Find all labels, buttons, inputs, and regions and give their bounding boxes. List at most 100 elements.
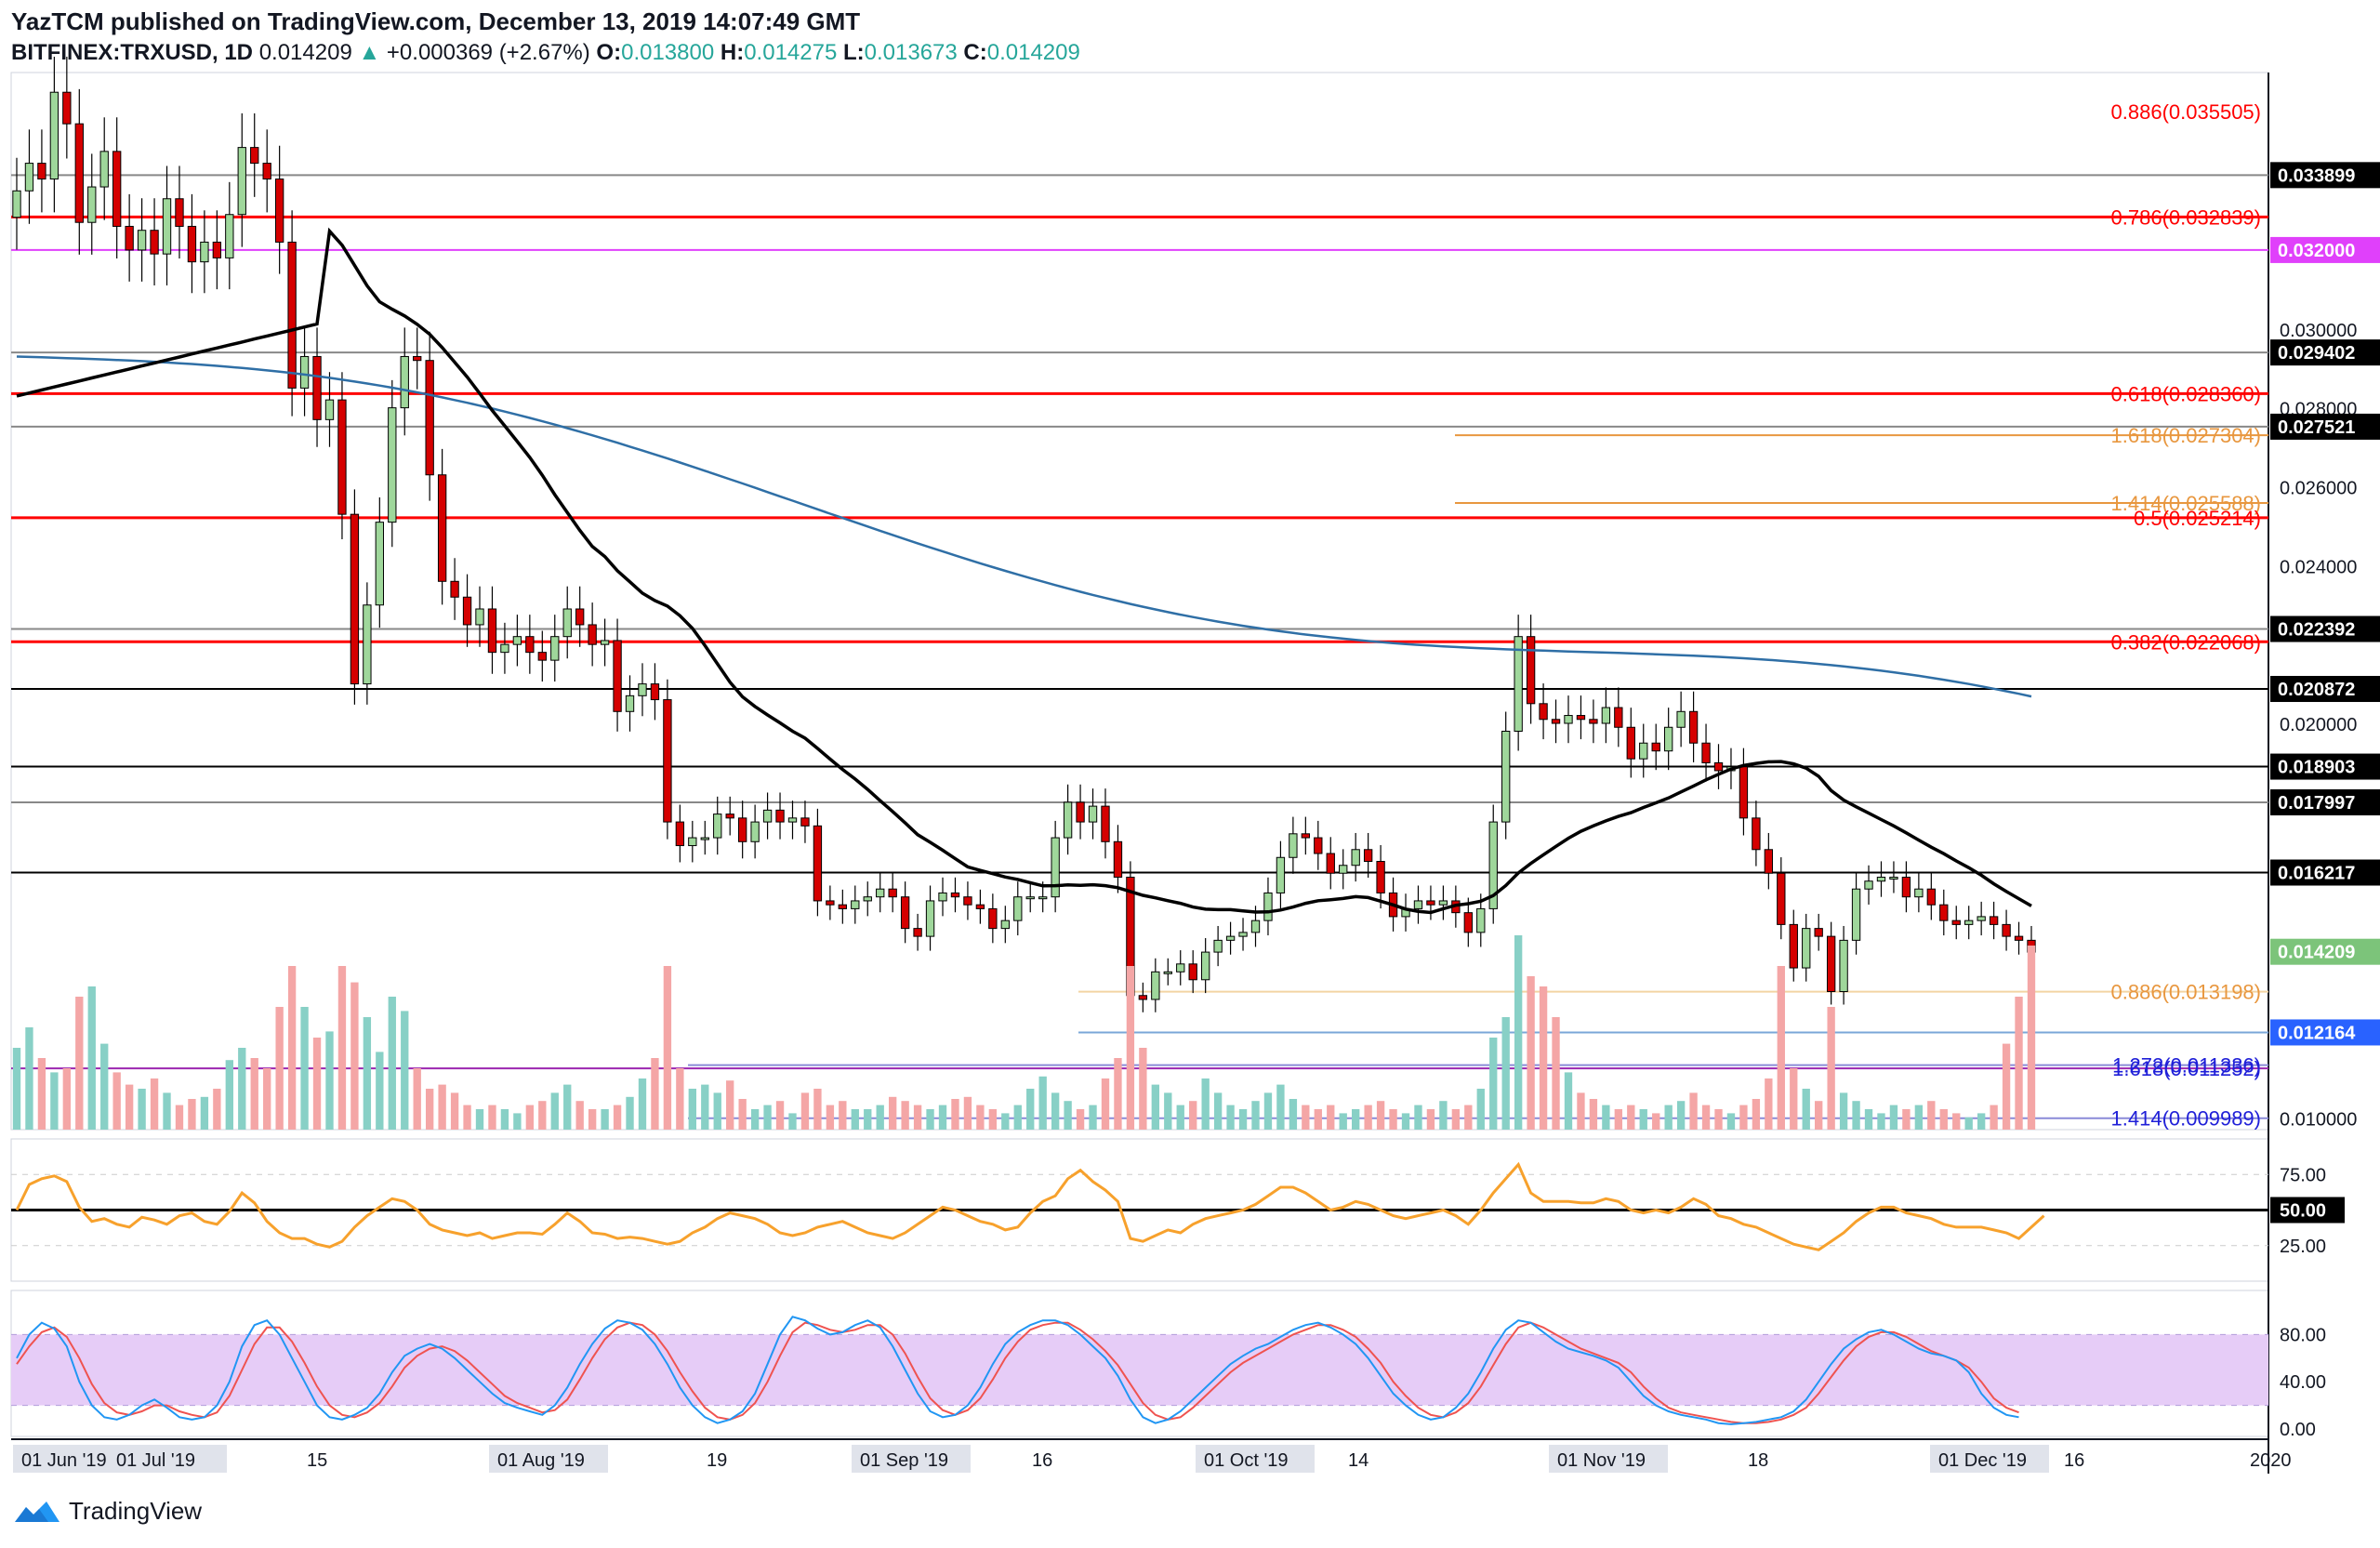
volume-bar bbox=[651, 1058, 659, 1130]
volume-bar bbox=[350, 982, 359, 1130]
volume-bar bbox=[1251, 1101, 1260, 1130]
candle-body bbox=[1889, 876, 1898, 880]
price-label: 0.033899 bbox=[2278, 165, 2355, 186]
volume-bar bbox=[2015, 997, 2023, 1130]
candle-body bbox=[963, 896, 972, 906]
publish-text: YazTCM published on TradingView.com, Dec… bbox=[11, 7, 861, 35]
candle-body bbox=[813, 825, 823, 902]
volume-bar bbox=[100, 1043, 109, 1130]
volume-bar bbox=[1226, 1105, 1235, 1130]
volume-bar bbox=[175, 1105, 184, 1130]
candle-body bbox=[863, 896, 872, 902]
candle-body bbox=[1213, 939, 1223, 953]
candle-body bbox=[74, 123, 84, 223]
candle-body bbox=[938, 892, 947, 902]
candle-body bbox=[150, 230, 159, 255]
volume-bar bbox=[238, 1048, 246, 1130]
volume-bar bbox=[864, 1109, 872, 1130]
volume-bar bbox=[1401, 1113, 1410, 1130]
stoch-band bbox=[11, 1334, 2268, 1406]
volume-bar bbox=[563, 1084, 572, 1130]
volume-bar bbox=[1013, 1105, 1022, 1130]
close-label: C: bbox=[963, 40, 987, 65]
candle-body bbox=[613, 640, 622, 712]
candle-body bbox=[1051, 837, 1060, 898]
rsi-line bbox=[15, 1161, 2045, 1251]
candle-body bbox=[1501, 731, 1511, 823]
candle-body bbox=[487, 608, 497, 654]
stoch-k-line bbox=[16, 1316, 2019, 1425]
volume-bar bbox=[926, 1109, 934, 1130]
candle-body bbox=[826, 900, 835, 906]
price-label-box bbox=[2270, 676, 2380, 703]
volume-bar bbox=[37, 1058, 46, 1130]
volume-bar bbox=[1289, 1099, 1298, 1130]
fib-label: 1.618(0.011252) bbox=[2112, 1057, 2261, 1080]
volume-bar bbox=[1701, 1105, 1711, 1130]
volume-bar bbox=[287, 966, 297, 1130]
volume-bar bbox=[1914, 1105, 1924, 1130]
candle-body bbox=[1476, 907, 1486, 933]
volume-bar bbox=[263, 1068, 271, 1130]
candle-body bbox=[1589, 719, 1598, 724]
candle-body bbox=[1238, 932, 1248, 937]
triangle-up-icon: ▲ bbox=[358, 40, 381, 65]
candle-body bbox=[1113, 840, 1123, 878]
x-tick-box bbox=[852, 1445, 971, 1473]
rsi-50-box bbox=[2270, 1197, 2345, 1224]
volume-bar bbox=[1176, 1105, 1184, 1130]
candle-body bbox=[312, 355, 322, 420]
volume-bar bbox=[1777, 966, 1785, 1130]
x-tick-label: 01 Jun '19 bbox=[21, 1450, 107, 1471]
volume-bar bbox=[425, 1089, 434, 1130]
volume-bar bbox=[1364, 1105, 1372, 1130]
candle-body bbox=[1301, 833, 1311, 839]
volume-bar bbox=[1564, 1072, 1573, 1130]
volume-bar bbox=[1802, 1089, 1810, 1130]
candle-body bbox=[713, 814, 722, 839]
volume-bar bbox=[613, 1105, 622, 1130]
candle-body bbox=[913, 928, 922, 937]
volume-bar bbox=[475, 1109, 484, 1130]
candle-body bbox=[888, 888, 897, 898]
candle-body bbox=[1864, 880, 1873, 890]
candle-body bbox=[187, 225, 197, 263]
volume-bar bbox=[401, 1011, 409, 1130]
volume-bar bbox=[676, 1068, 684, 1130]
candle-body bbox=[876, 888, 885, 898]
volume-bar bbox=[800, 1092, 810, 1130]
volume-bar bbox=[1602, 1105, 1610, 1130]
candle-body bbox=[1376, 861, 1385, 893]
volume-bar bbox=[1038, 1076, 1047, 1130]
candle-body bbox=[1601, 707, 1611, 724]
x-tick-label: 01 Sep '19 bbox=[860, 1450, 948, 1471]
chart-header: YazTCM published on TradingView.com, Dec… bbox=[11, 6, 1080, 69]
candle-body bbox=[1000, 920, 1010, 930]
candle-body bbox=[550, 636, 560, 661]
volume-bar bbox=[1952, 1113, 1961, 1130]
y-tick-label: 0.030000 bbox=[2280, 321, 2357, 341]
candle-body bbox=[1426, 900, 1435, 906]
volume-bar bbox=[450, 1092, 459, 1130]
candle-body bbox=[262, 163, 271, 180]
y-tick-label: 0.024000 bbox=[2280, 557, 2357, 577]
candle-body bbox=[525, 636, 535, 654]
x-tick-label: 01 Jul '19 bbox=[116, 1450, 195, 1471]
fib-label: 0.786(0.032839) bbox=[2111, 205, 2261, 229]
ohlc-line: BITFINEX:TRXUSD, 1D 0.014209 ▲ +0.000369… bbox=[11, 37, 1080, 69]
volume-bar bbox=[775, 1101, 785, 1130]
candle-body bbox=[87, 186, 97, 223]
volume-bar bbox=[988, 1109, 998, 1130]
volume-bar bbox=[550, 1092, 559, 1130]
volume-bar bbox=[1927, 1101, 1936, 1130]
stoch-tick-label: 80.00 bbox=[2280, 1325, 2326, 1345]
volume-bar bbox=[1990, 1105, 1998, 1130]
x-tick-label: 01 Oct '19 bbox=[1204, 1450, 1289, 1471]
candle-body bbox=[600, 640, 610, 645]
price-label-box bbox=[2270, 162, 2380, 189]
candle-body bbox=[1764, 849, 1774, 874]
price-change: +0.000369 (+2.67%) bbox=[386, 40, 590, 65]
volume-bar bbox=[200, 1096, 209, 1130]
fib-label: 0.618(0.028360) bbox=[2111, 382, 2261, 405]
